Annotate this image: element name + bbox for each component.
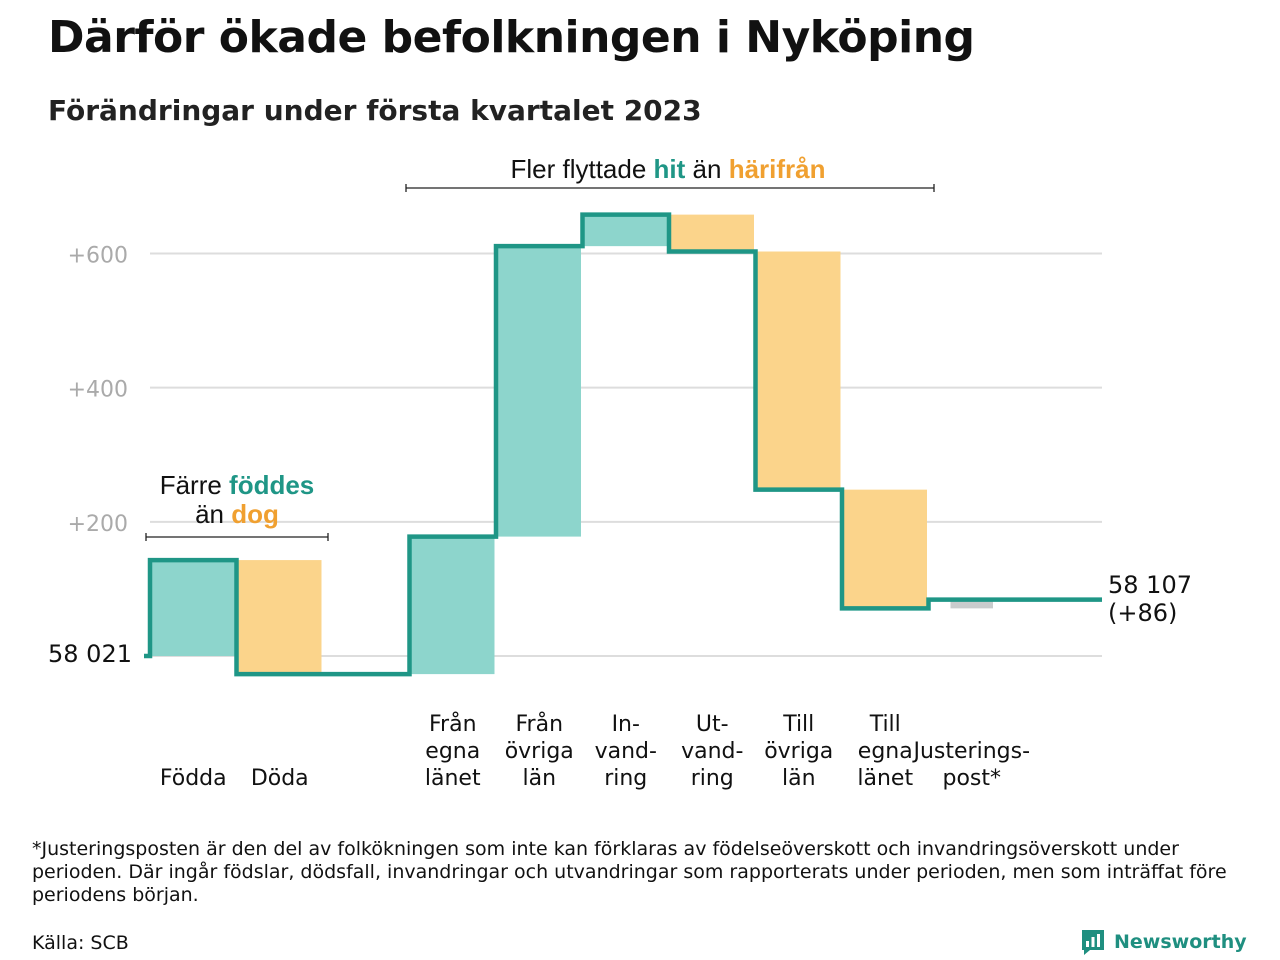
bars xyxy=(151,214,993,675)
waterfall-bar xyxy=(843,489,927,609)
end-change-label: (+86) xyxy=(1108,599,1177,627)
waterfall-bar xyxy=(584,214,668,247)
cumulative-step-line xyxy=(144,212,1102,677)
footnote: *Justeringsposten är den del av folkökni… xyxy=(32,838,1227,906)
waterfall-bar xyxy=(497,246,581,537)
step-line xyxy=(144,212,1102,677)
waterfall-bar xyxy=(670,214,754,252)
category-labels: Födda Döda Från egna länet Från övriga län In-va… xyxy=(160,711,1030,791)
category-label: Till övriga län xyxy=(764,712,833,791)
newsworthy-logo-icon xyxy=(1082,930,1104,955)
category-label: Från övriga län xyxy=(505,711,574,791)
chart-title: Därför ökade befolkningen i Nyköping xyxy=(48,12,975,63)
y-tick-label: +200 xyxy=(68,512,128,537)
waterfall-bar xyxy=(411,536,495,675)
waterfall-chart: +200 +400 +600 Födda Döda Från egna länet Från ö… xyxy=(48,154,1192,791)
annotation-births-text-b: föddes xyxy=(229,470,314,500)
y-tick-label: +600 xyxy=(68,244,128,269)
category-label: Döda xyxy=(251,766,309,791)
start-value-label: 58 021 xyxy=(48,640,132,668)
category-label: Till egna länet xyxy=(857,712,913,791)
chart-subtitle: Förändringar under första kvartalet 2023 xyxy=(48,94,702,127)
annotation-births-text-c: än xyxy=(195,499,231,529)
brand-name: Newsworthy xyxy=(1114,931,1247,953)
category-label: Födda xyxy=(160,766,227,791)
brand-logo: Newsworthy xyxy=(1080,928,1247,956)
category-label: Ut-vand-ring xyxy=(681,712,743,791)
annotation-moves-text-d: härifrån xyxy=(729,154,826,184)
annotation-moves-text-b: hit xyxy=(654,154,686,184)
y-tick-label: +400 xyxy=(68,378,128,403)
source-label: Källa: SCB xyxy=(32,932,129,954)
annotation-moves-text-a: Fler flyttade xyxy=(510,154,653,184)
annotation-moves: Fler flyttade hit än härifrån xyxy=(510,154,825,184)
category-label: In-vand-ring xyxy=(595,712,657,791)
category-label: Justerings-post* xyxy=(911,739,1030,791)
annotation-births-text-a: Färre xyxy=(160,470,229,500)
annotation-moves-text-c: än xyxy=(685,154,728,184)
waterfall-bar xyxy=(151,560,235,656)
waterfall-bar xyxy=(950,599,993,609)
waterfall-bar xyxy=(757,251,841,490)
end-value-label: 58 107 xyxy=(1108,571,1192,599)
annotation-births-line2: än dog xyxy=(195,499,279,529)
waterfall-bar xyxy=(238,560,322,675)
category-label: Från egna länet xyxy=(425,711,481,791)
annotation-births-line1: Färre föddes xyxy=(160,470,315,500)
annotation-births-text-d: dog xyxy=(231,499,279,529)
